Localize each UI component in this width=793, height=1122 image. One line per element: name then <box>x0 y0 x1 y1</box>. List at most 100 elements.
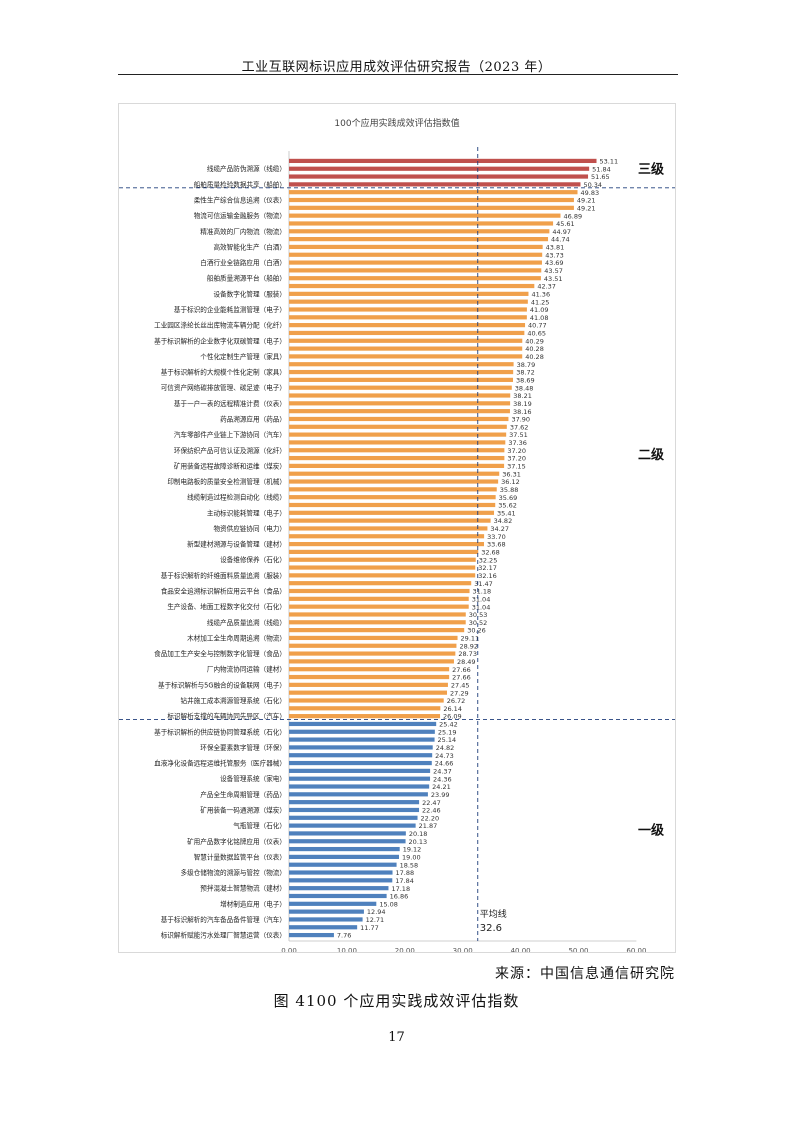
average-line-value: 32.6 <box>480 923 502 934</box>
bar-value-label: 45.61 <box>556 220 575 228</box>
bar-value-label: 36.12 <box>501 478 520 486</box>
bar <box>289 588 470 594</box>
bar-value-label: 37.20 <box>507 455 526 463</box>
bar-value-label: 24.73 <box>435 752 454 760</box>
bar <box>289 393 511 398</box>
bar-value-label: 30.52 <box>469 619 488 627</box>
bar-value-label: 7.76 <box>337 932 351 940</box>
bar-value-label: 37.15 <box>507 462 526 470</box>
bar-value-label: 31.18 <box>473 588 492 596</box>
bar-value-label: 38.69 <box>516 376 535 384</box>
bar <box>289 307 527 312</box>
bar <box>289 463 505 468</box>
category-label: 基于标识解析的供应链协同管理系统（石化） <box>154 727 286 736</box>
bar <box>289 174 589 179</box>
bar <box>289 745 433 750</box>
bar <box>289 823 416 828</box>
tier-label: 三级 <box>638 162 665 178</box>
bar <box>289 534 485 539</box>
bar <box>289 886 389 891</box>
page-number: 17 <box>388 1030 405 1045</box>
bar <box>289 925 358 930</box>
bar-value-label: 43.69 <box>545 259 564 267</box>
category-label: 生产设备、地面工程数字化交付（石化） <box>167 602 286 611</box>
bar-value-label: 35.62 <box>498 502 517 510</box>
bar <box>289 502 496 508</box>
bar <box>289 549 479 555</box>
bar-value-label: 36.31 <box>502 470 521 478</box>
bar <box>289 401 511 406</box>
category-label: 物流可信运输金融服务（物流） <box>194 211 286 220</box>
bar <box>289 166 590 171</box>
bar <box>289 440 506 445</box>
bar <box>289 479 499 484</box>
bar <box>289 338 523 343</box>
bar <box>289 158 597 164</box>
category-label: 物资供应链协同（电力） <box>213 524 286 533</box>
bar-value-label: 24.82 <box>436 744 455 752</box>
bar <box>289 205 574 210</box>
bar <box>289 815 418 820</box>
bar-value-label: 40.65 <box>527 330 546 338</box>
category-label: 血液净化设备远程运维托管服务（医疗器械） <box>154 759 286 768</box>
bar <box>289 807 420 813</box>
bar-value-label: 31.04 <box>472 595 491 603</box>
bar <box>289 573 476 578</box>
bar <box>289 385 512 390</box>
bar <box>289 354 523 359</box>
bar <box>289 213 561 218</box>
bar <box>289 268 542 273</box>
bar <box>289 346 523 351</box>
bar-value-label: 38.21 <box>513 392 532 400</box>
bar-value-label: 20.18 <box>409 830 428 838</box>
bar <box>289 291 529 296</box>
bar-value-label: 30.26 <box>467 627 486 635</box>
bar-value-label: 40.28 <box>525 345 544 353</box>
bar <box>289 495 496 500</box>
bar <box>289 260 542 265</box>
bar <box>289 760 432 766</box>
bar <box>289 901 377 906</box>
chart-title: 100个应用实践成效评估指数值 <box>334 117 459 129</box>
bar-value-label: 28.49 <box>457 658 476 666</box>
bar <box>289 197 574 203</box>
category-label: 产品全生命周期管理（药品） <box>200 790 286 799</box>
bar <box>289 276 541 281</box>
category-label: 船舶质量检验数据共享（船舶） <box>194 180 286 189</box>
bar-value-label: 51.84 <box>592 165 611 173</box>
bar-value-label: 27.45 <box>451 681 470 689</box>
category-label: 基于标识解析的纤维面料质量追溯（服装） <box>161 571 286 580</box>
bar-value-label: 43.81 <box>546 244 565 252</box>
bar-value-label: 24.21 <box>432 783 451 791</box>
bar-value-label: 46.89 <box>563 212 582 220</box>
bar-value-label: 40.77 <box>528 322 547 330</box>
bar <box>289 581 472 586</box>
bar-value-label: 37.20 <box>507 447 526 455</box>
category-label: 智慧计量数据监管平台（仪表） <box>194 852 286 861</box>
bar-value-label: 37.90 <box>511 416 530 424</box>
bar <box>289 753 433 758</box>
bar-value-label: 43.57 <box>544 267 563 275</box>
bar <box>289 596 469 601</box>
bar <box>289 682 448 687</box>
category-label: 矿用装备一码通溯源（煤炭） <box>200 805 286 814</box>
bar <box>289 854 400 859</box>
bar <box>289 776 431 781</box>
category-label: 汽车零部件产业链上下游协同（汽车） <box>174 430 286 439</box>
category-label: 线缆产品防伪溯源（线缆） <box>207 164 286 173</box>
bar-value-label: 40.28 <box>525 353 544 361</box>
x-tick-label: 50.00 <box>568 947 588 952</box>
category-label: 气瓶管理（石化） <box>233 821 286 830</box>
bar <box>289 800 420 805</box>
bar-value-label: 20.13 <box>409 838 428 846</box>
bar <box>289 620 466 625</box>
category-label: 厂内物流协同运输（建材） <box>207 665 286 674</box>
bar-value-label: 26.72 <box>447 697 466 705</box>
bar-value-label: 44.97 <box>552 228 571 236</box>
bar <box>289 792 428 797</box>
category-label: 船舶质量溯源平台（船舶） <box>207 274 286 283</box>
bar-value-label: 41.09 <box>530 306 549 314</box>
tier-label: 二级 <box>638 447 665 463</box>
bar <box>289 455 505 461</box>
category-label: 线缆制造过程检测自动化（线缆） <box>187 493 286 502</box>
